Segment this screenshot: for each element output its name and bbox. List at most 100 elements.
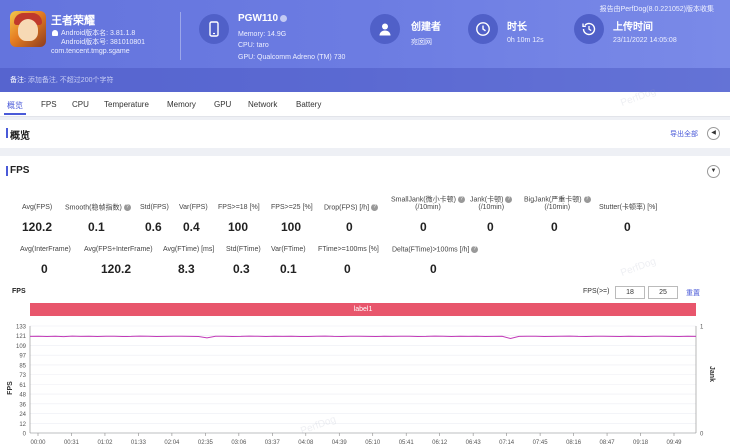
y-tick-label: 133	[16, 325, 27, 331]
tab-memory[interactable]: Memory	[167, 100, 196, 109]
help-icon[interactable]: ?	[371, 204, 379, 211]
chevron-down-icon: ▼	[710, 168, 717, 174]
y-tick-label: 73	[19, 373, 26, 379]
y-tick-label: 12	[19, 422, 26, 428]
device-memory: Memory: 14.9G	[238, 31, 287, 38]
stat-value: 100	[228, 220, 249, 234]
overview-panel: 概览 导出全部 ◀	[0, 120, 730, 148]
fps-series-line	[29, 335, 697, 340]
x-tick-label: 06:12	[432, 440, 448, 446]
notice-label: 备注:	[10, 77, 26, 84]
tab-network[interactable]: Network	[248, 100, 278, 109]
chevron-left-icon: ◀	[711, 130, 716, 136]
version-text: 报告由PerfDog(8.0.221052)版本收集	[599, 6, 714, 13]
x-tick-label: 04:39	[332, 440, 348, 446]
stat-value: 0	[551, 220, 558, 234]
reset-button[interactable]: 重置	[686, 290, 700, 297]
stat-label: FPS>=18 [%]	[218, 204, 260, 211]
help-icon[interactable]: ?	[505, 196, 513, 203]
stat-value: 120.2	[101, 262, 132, 276]
notice-bar	[0, 68, 730, 92]
stat-label: Jank(卡顿) ? (/10min)	[470, 196, 513, 212]
fps-title: FPS	[10, 165, 30, 176]
y2-tick-label: 0	[700, 432, 704, 438]
user-icon	[370, 14, 400, 44]
collapse-fps-button[interactable]: ▼	[707, 165, 720, 178]
x-tick-label: 00:31	[64, 440, 80, 446]
clock-icon	[468, 14, 498, 44]
stat-value: 0.3	[233, 262, 250, 276]
chart-title: FPS	[12, 288, 26, 295]
x-tick-label: 04:08	[298, 440, 314, 446]
stat-value: 100	[281, 220, 302, 234]
y-tick-label: 48	[19, 393, 26, 399]
stat-label: FTime>=100ms [%]	[318, 246, 379, 253]
x-tick-label: 09:18	[633, 440, 649, 446]
creator-value: 宛囡网	[411, 39, 432, 46]
stat-label: Avg(FPS+InterFrame)	[84, 246, 153, 253]
stat-value: 0	[344, 262, 351, 276]
x-tick-label: 01:02	[97, 440, 113, 446]
tab-overview[interactable]: 概览	[7, 101, 23, 110]
android-icon	[52, 30, 58, 36]
duration-title: 时长	[507, 22, 527, 33]
tab-bar: 概览 FPS CPU Temperature Memory GPU Networ…	[0, 92, 730, 117]
stat-value: 0	[346, 220, 353, 234]
stat-label: Std(FTime)	[226, 246, 261, 253]
x-tick-label: 09:49	[666, 440, 682, 446]
stat-value: 0.1	[88, 220, 105, 234]
fps-threshold-label: FPS(>=)	[583, 288, 610, 295]
notice-placeholder: 添加备注, 不超过200个字符	[27, 77, 114, 84]
stat-value: 0	[624, 220, 631, 234]
y-tick-label: 121	[16, 334, 27, 340]
tab-temperature[interactable]: Temperature	[104, 100, 149, 109]
stat-label: Std(FPS)	[140, 204, 169, 211]
stat-value: 0	[420, 220, 427, 234]
stat-label: Var(FTime)	[271, 246, 306, 253]
history-icon	[574, 14, 604, 44]
tab-gpu[interactable]: GPU	[214, 100, 232, 109]
fps-panel: FPS ▼	[0, 156, 730, 448]
stat-label: Stutter(卡顿率) [%]	[599, 204, 658, 211]
x-tick-label: 08:47	[600, 440, 616, 446]
tab-battery[interactable]: Battery	[296, 100, 322, 109]
help-icon[interactable]: ?	[471, 246, 479, 253]
section-marker	[6, 166, 8, 176]
label-band[interactable]: label1	[30, 303, 696, 316]
x-tick-label: 03:06	[231, 440, 247, 446]
tab-cpu[interactable]: CPU	[72, 100, 89, 109]
stat-value: 0	[41, 262, 48, 276]
stat-value: 0	[487, 220, 494, 234]
app-build: Android版本号: 381010801	[61, 39, 146, 46]
y-tick-label: 109	[16, 344, 27, 350]
x-tick-label: 01:33	[131, 440, 147, 446]
stat-label: Var(FPS)	[179, 204, 208, 211]
fps-threshold-input-2[interactable]: 25	[648, 286, 678, 299]
info-icon[interactable]	[280, 14, 288, 22]
stat-label: SmallJank(微小卡顿) ? (/10min)	[391, 196, 465, 212]
help-icon[interactable]: ?	[583, 196, 591, 203]
y-tick-label: 24	[19, 412, 26, 418]
x-tick-label: 06:43	[466, 440, 482, 446]
fps-threshold-input-1[interactable]: 18	[615, 286, 645, 299]
help-icon[interactable]: ?	[457, 196, 465, 203]
x-tick-label: 05:10	[365, 440, 381, 446]
header-divider	[180, 12, 181, 60]
help-icon[interactable]: ?	[123, 204, 131, 211]
fps-chart[interactable]: 133 121 109 97 85 73 61 48 36 24 12 0 1 0 00:00 00:31…	[0, 316, 730, 448]
collapse-overview-button[interactable]: ◀	[707, 127, 720, 140]
stat-label: Avg(FTime) [ms]	[163, 246, 215, 253]
export-all-link[interactable]: 导出全部	[670, 131, 698, 138]
y-tick-label: 61	[19, 383, 26, 389]
stat-value: 120.2	[22, 220, 53, 234]
x-tick-label: 07:45	[533, 440, 549, 446]
stat-label: FPS>=25 [%]	[271, 204, 313, 211]
notice-field[interactable]: 备注: 添加备注, 不超过200个字符	[10, 75, 113, 85]
x-tick-label: 05:41	[399, 440, 415, 446]
x-tick-label: 02:04	[164, 440, 180, 446]
stat-label: BigJank(严重卡顿) ? (/10min)	[524, 196, 591, 212]
phone-icon	[199, 14, 229, 44]
tab-fps[interactable]: FPS	[41, 100, 57, 109]
stat-value: 0.6	[145, 220, 162, 234]
y-axis-label: FPS	[7, 381, 14, 395]
